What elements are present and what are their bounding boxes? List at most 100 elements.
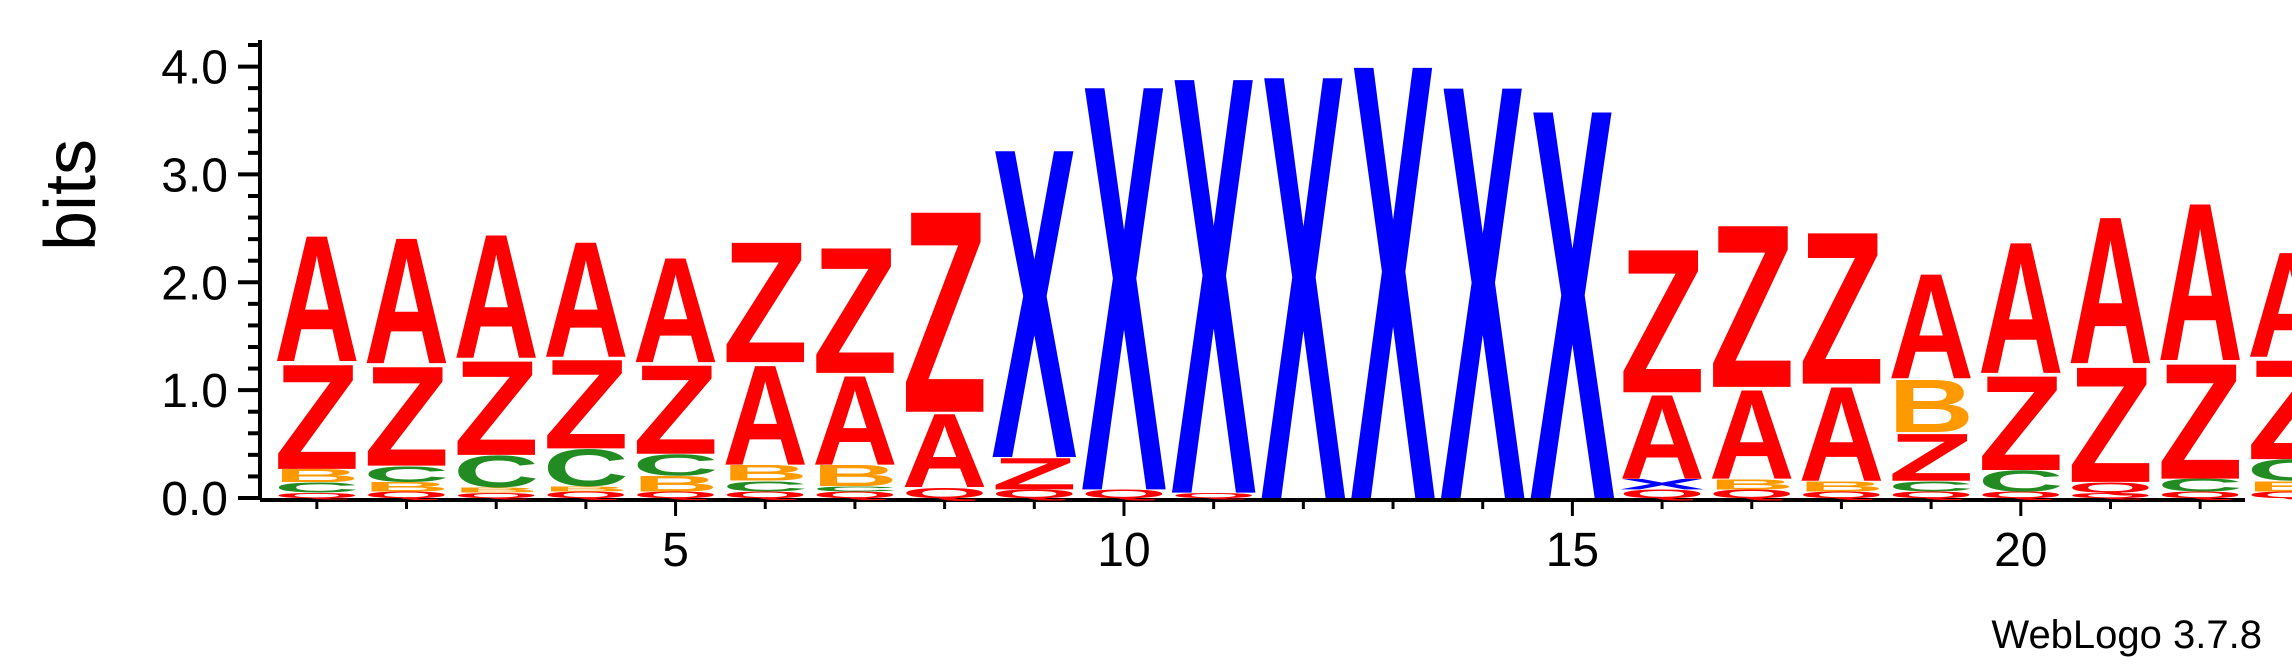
- glyph-q: Q: [2068, 491, 2154, 499]
- logo-column-14: X: [1440, 0, 1526, 625]
- logo-column-13: X: [1350, 0, 1436, 631]
- glyph-q: Q: [453, 491, 539, 499]
- x-tick-label: 5: [662, 524, 689, 577]
- glyph-c: C: [1978, 465, 2064, 498]
- glyph-c: C: [1888, 478, 1974, 495]
- glyph-q: Q: [364, 490, 450, 500]
- glyph-z: Z: [2157, 329, 2243, 515]
- glyph-q: Q: [1978, 490, 2064, 500]
- glyph-z: Z: [722, 206, 808, 399]
- glyph-x: X: [1350, 0, 1436, 631]
- logo-column-11: QX: [1171, 0, 1257, 620]
- glyph-q: Q: [633, 490, 719, 500]
- x-tick-label: 15: [1546, 524, 1599, 577]
- y-tick-label: 4.0: [161, 42, 228, 95]
- glyph-a: A: [633, 225, 719, 394]
- glyph-z: Z: [543, 333, 629, 476]
- glyph-a: A: [1978, 204, 2064, 413]
- glyph-q: Q: [902, 484, 988, 501]
- glyph-a: A: [543, 207, 629, 392]
- glyph-c: C: [812, 485, 898, 493]
- glyph-q: Q: [1619, 487, 1705, 501]
- glyph-q: Q: [2068, 479, 2154, 496]
- glyph-a: A: [274, 199, 360, 400]
- x-axis: 5 10 15 20: [260, 498, 2245, 577]
- glyph-a: A: [2247, 220, 2292, 389]
- glyph-z: Z: [991, 449, 1077, 499]
- glyph-x: X: [1261, 0, 1347, 628]
- glyph-a: A: [1709, 363, 1795, 506]
- logo-column-8: QAZ: [902, 151, 988, 510]
- glyph-a: A: [722, 335, 808, 495]
- glyph-a: A: [1619, 371, 1705, 505]
- glyph-x: X: [1619, 476, 1705, 493]
- logo-column-10: QX: [1081, 0, 1167, 614]
- glyph-b: B: [1709, 476, 1795, 493]
- glyph-q: Q: [1709, 487, 1795, 501]
- glyph-z: Z: [1619, 206, 1705, 436]
- glyph-c: C: [722, 478, 808, 495]
- glyph-z: Z: [453, 333, 539, 484]
- glyph-z: Z: [1888, 420, 1974, 496]
- y-tick-label: 3.0: [161, 149, 228, 202]
- x-tick-label: 20: [1994, 524, 2047, 577]
- glyph-c: C: [2157, 475, 2243, 495]
- glyph-c: C: [453, 447, 539, 497]
- glyph-q: Q: [722, 490, 808, 500]
- glyph-b: B: [543, 485, 629, 493]
- logo-column-12: X: [1261, 0, 1347, 628]
- glyph-q: Q: [1888, 490, 1974, 500]
- glyph-b: B: [722, 461, 808, 486]
- glyph-c: C: [2247, 454, 2292, 487]
- glyph-q: Q: [1799, 490, 1885, 500]
- glyph-x: X: [991, 56, 1077, 552]
- glyph-z: Z: [2247, 331, 2292, 491]
- glyph-a: A: [902, 391, 988, 509]
- glyph-x: X: [1171, 0, 1257, 620]
- y-tick-label: 0.0: [161, 473, 228, 526]
- glyph-q: Q: [2157, 490, 2243, 500]
- glyph-x: X: [1530, 0, 1616, 618]
- glyph-c: C: [274, 479, 360, 496]
- glyph-a: A: [2157, 157, 2243, 409]
- glyph-x: X: [1081, 0, 1167, 614]
- y-tick-label: 2.0: [161, 257, 228, 310]
- glyph-q: Q: [274, 491, 360, 499]
- glyph-x: X: [1440, 0, 1526, 625]
- glyph-a: A: [364, 201, 450, 402]
- x-tick-label: 10: [1097, 524, 1150, 577]
- glyph-q: Q: [1081, 487, 1167, 501]
- glyph-a: A: [1799, 358, 1885, 509]
- glyph-c: C: [633, 449, 719, 482]
- glyph-q: Q: [2247, 490, 2292, 500]
- glyph-b: B: [812, 459, 898, 492]
- glyph-z: Z: [2068, 332, 2154, 518]
- glyph-z: Z: [633, 338, 719, 481]
- glyph-a: A: [453, 198, 539, 397]
- glyph-c: C: [543, 439, 629, 498]
- glyph-q: Q: [812, 490, 898, 500]
- glyph-c: C: [364, 462, 450, 487]
- logo-column-15: X: [1530, 0, 1616, 618]
- logo-column-9: QZX: [991, 56, 1077, 552]
- glyph-b: B: [1888, 365, 1974, 449]
- y-axis-title: bits: [31, 139, 111, 251]
- glyph-q: Q: [543, 490, 629, 500]
- weblogo-credit: WebLogo 3.7.8: [1991, 613, 2262, 657]
- glyph-z: Z: [902, 151, 988, 474]
